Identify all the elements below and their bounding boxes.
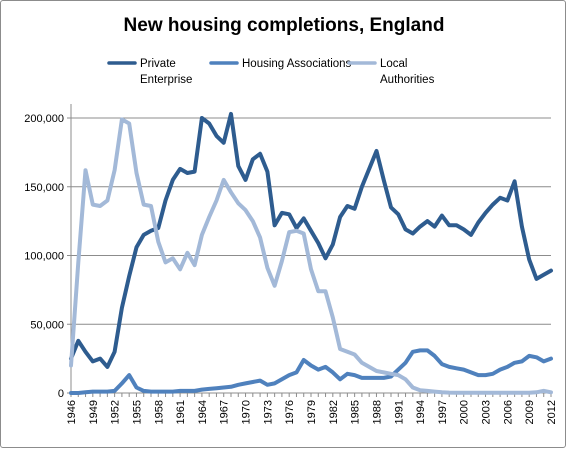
y-tick-label-0: 0 [58,388,64,400]
legend-label-private-enterprise-1: Enterprise [140,74,192,86]
x-tick-label-0: 1946 [66,400,78,424]
x-tick-label-13: 1985 [350,400,362,424]
x-tick-label-4: 1958 [153,400,165,424]
x-tick-label-2: 1952 [110,400,122,424]
legend-label-housing-associations-0: Housing Associations [242,58,352,70]
x-tick-label-5: 1961 [175,400,187,424]
x-tick-labels: 1946 1949 1952 1955 1958 1961 1964 1967 1970 1973… [66,400,558,424]
x-tick-label-7: 1967 [219,400,231,424]
x-tick-label-15: 1991 [393,400,405,424]
y-tick-label-3: 150,000 [24,182,64,194]
chart-title: New housing completions, England [124,15,445,36]
x-tick-label-14: 1988 [371,400,383,424]
x-tick-label-22: 2012 [546,400,558,424]
x-tick-label-9: 1973 [262,400,274,424]
legend: Private Enterprise Housing Associations Loc… [107,58,435,86]
legend-label-private-enterprise-0: Private [140,58,176,70]
x-tick-label-21: 2009 [524,400,536,424]
x-tick-label-8: 1970 [241,400,253,424]
y-tick-labels: 0 50,000 100,000 150,000 200,000 [24,113,64,400]
x-tick-label-3: 1955 [131,400,143,424]
legend-label-local-authorities-0: Local [380,58,408,70]
x-tick-label-12: 1982 [328,400,340,424]
x-tick-label-6: 1964 [197,400,209,424]
x-tick-label-20: 2006 [502,400,514,424]
x-tick-label-18: 2000 [459,400,471,424]
series-group [69,111,553,395]
x-tick-label-11: 1979 [306,400,318,424]
series-line-local-authorities [69,117,553,395]
gridlines [71,117,551,325]
x-tick-label-10: 1976 [284,400,296,424]
x-tick-label-16: 1994 [415,400,427,424]
y-tick-label-2: 100,000 [24,251,64,263]
x-tick-label-1: 1949 [88,400,100,424]
series-line-private-enterprise [69,111,553,369]
x-tick-label-17: 1997 [437,400,449,424]
series-line-housing-associations [69,348,553,395]
y-tick-label-4: 200,000 [24,113,64,125]
legend-label-local-authorities-1: Authorities [380,74,435,86]
x-tick-label-19: 2003 [481,400,493,424]
y-tick-label-1: 50,000 [30,319,64,331]
